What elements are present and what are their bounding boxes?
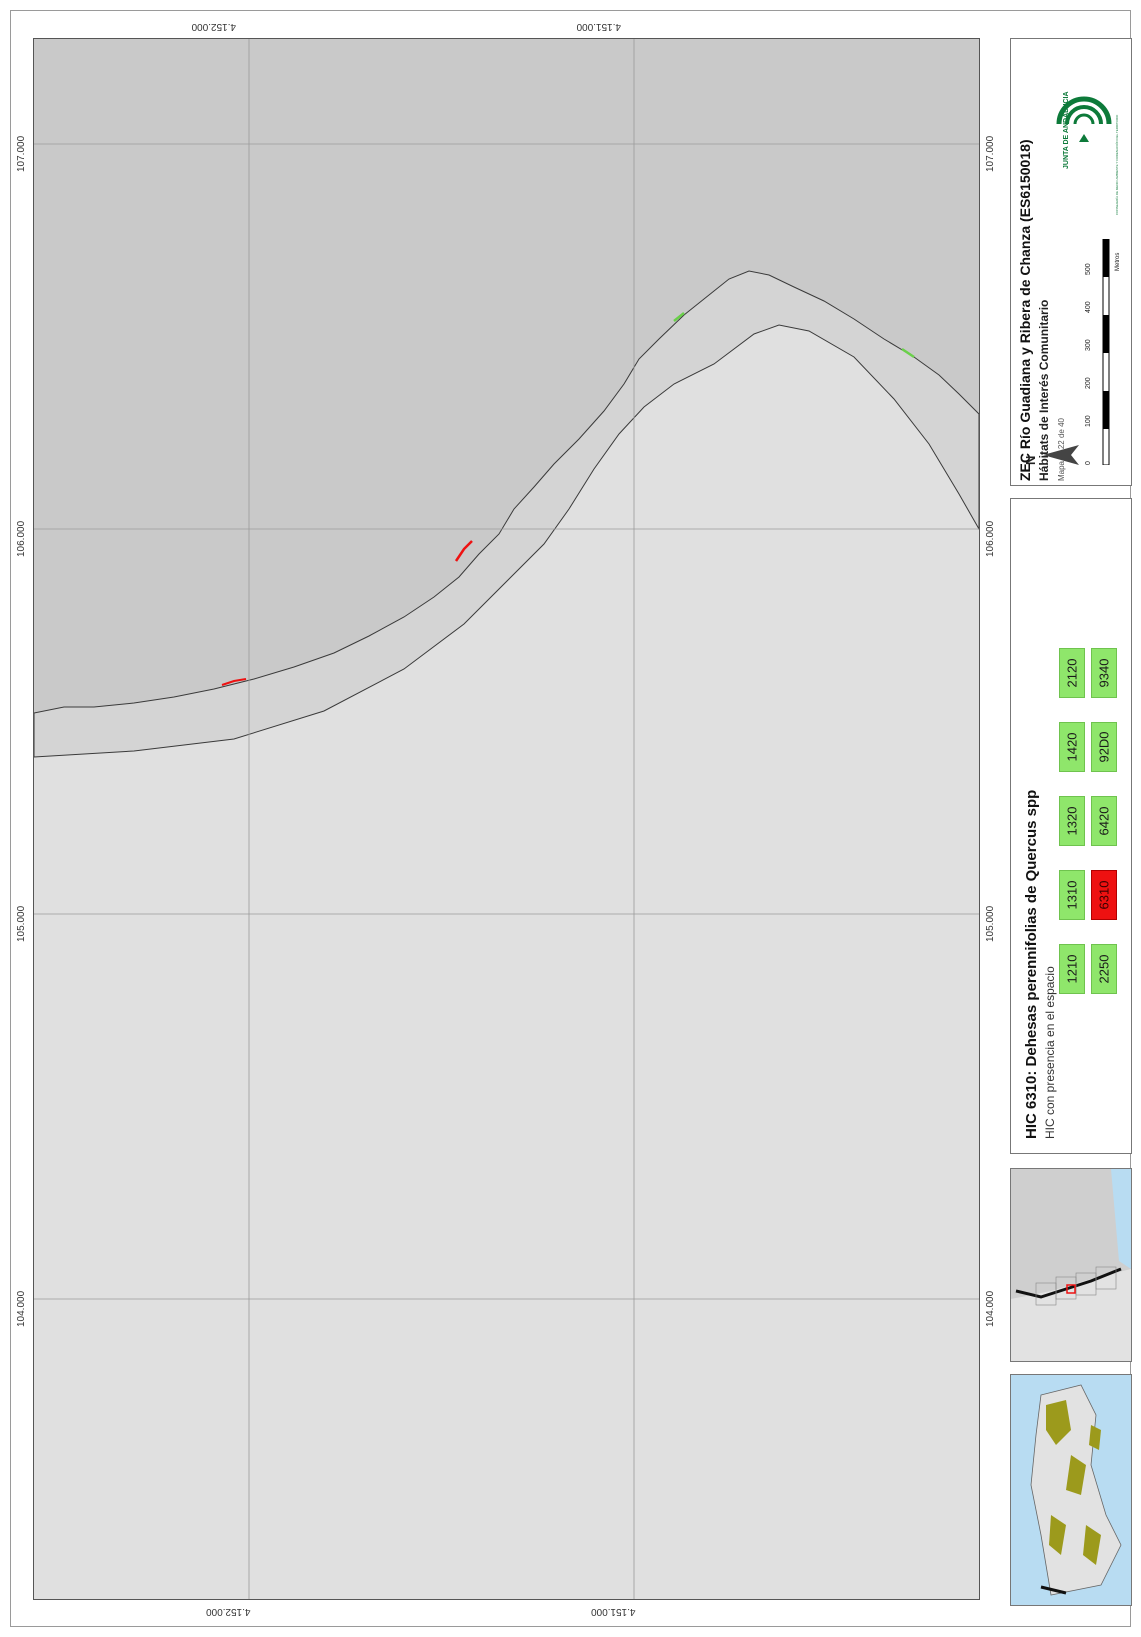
- hic-6310-patch: [221, 678, 247, 686]
- hic-code-box: 1420: [1059, 722, 1085, 772]
- main-map[interactable]: [33, 38, 980, 1600]
- title-block: ZEC Río Guadiana y Ribera de Chanza (ES6…: [1010, 38, 1132, 486]
- northing-label-bottom: 4.151.000: [591, 1606, 636, 1617]
- scale-label: 0: [1085, 461, 1092, 465]
- north-label: N: [1023, 455, 1038, 465]
- easting-label-left: 106.000: [16, 520, 27, 557]
- logo-subtext: CONSEJERÍA DE MEDIO AMBIENTE Y ORDENACIÓ…: [1115, 114, 1119, 215]
- northing-label-top: 4.151.000: [576, 21, 622, 32]
- land-area: [34, 325, 979, 1599]
- scale-label: 200: [1085, 377, 1092, 389]
- junta-andalucia-logo-icon: [1049, 84, 1119, 194]
- hic-code-box: 2120: [1059, 648, 1085, 698]
- coordinate-grid: [34, 39, 979, 1599]
- easting-label-right: 104.000: [985, 1290, 996, 1327]
- map-canvas: [34, 39, 979, 1599]
- hic-code-box: 1210: [1059, 944, 1085, 994]
- easting-label-right: 107.000: [985, 135, 996, 172]
- hic-code-box: 9340: [1091, 648, 1117, 698]
- legend-panel: HIC 6310: Dehesas perennifolias de Querc…: [1010, 498, 1132, 1154]
- northing-label-top: 4.152.000: [191, 21, 237, 32]
- locator-detail-map: [1011, 1169, 1131, 1361]
- locator-region-map: [1011, 1375, 1131, 1605]
- northing-label-bottom: 4.152.000: [206, 1606, 251, 1617]
- scale-label: 500: [1085, 263, 1092, 275]
- hic-code-box: 1310: [1059, 870, 1085, 920]
- locator-inset-region: [1010, 1374, 1132, 1606]
- easting-label-right: 105.000: [985, 905, 996, 942]
- easting-label-left: 105.000: [16, 905, 27, 942]
- hic-code-box: 2250: [1091, 944, 1117, 994]
- locator-inset-detail: [1010, 1168, 1132, 1362]
- hic-code-box: 1320: [1059, 796, 1085, 846]
- map-title: ZEC Río Guadiana y Ribera de Chanza (ES6…: [1017, 139, 1033, 481]
- hic-other-patch: [673, 312, 685, 322]
- hic-6310-patch: [454, 540, 473, 562]
- scale-label: 100: [1085, 415, 1092, 427]
- hic-code-box-highlighted: 6310: [1091, 870, 1117, 920]
- scale-label: 300: [1085, 339, 1092, 351]
- legend-subtitle: HIC con presencia en el espacio: [1043, 966, 1057, 1139]
- hic-other-patch: [901, 347, 915, 359]
- legend-title: HIC 6310: Dehesas perennifolias de Querc…: [1023, 789, 1040, 1139]
- hic-code-box: 92D0: [1091, 722, 1117, 772]
- zec-boundary: [34, 270, 979, 758]
- logo-text: JUNTA DE ANDALUCIA: [1063, 91, 1070, 169]
- north-arrow-icon: [1041, 439, 1081, 471]
- easting-label-left: 107.000: [16, 135, 27, 172]
- easting-label-right: 106.000: [985, 520, 996, 557]
- scale-unit: Metros: [1115, 252, 1121, 271]
- easting-label-left: 104.000: [16, 1290, 27, 1327]
- hic-code-box: 6420: [1091, 796, 1117, 846]
- scale-label: 400: [1085, 301, 1092, 313]
- scale-bar: [1101, 238, 1113, 466]
